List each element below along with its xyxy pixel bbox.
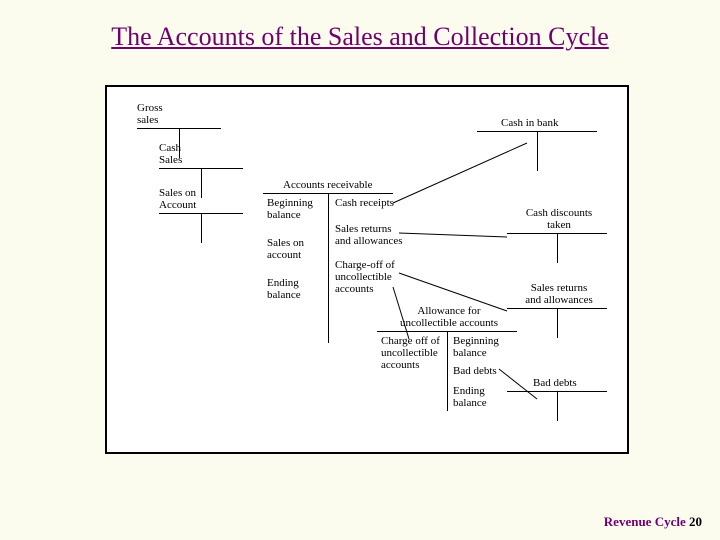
taccount-sra-label: Sales returnsand allowances <box>519 282 599 306</box>
ar-right-sales-returns: Sales returnsand allowances <box>335 223 403 247</box>
ar-right-cash-receipts: Cash receipts <box>335 197 394 209</box>
allowance-left-chargeoff: Charge off ofuncollectibleaccounts <box>381 335 440 371</box>
footer-page: 20 <box>689 514 702 529</box>
taccount-gross-sales-label: Grosssales <box>137 102 163 126</box>
taccount-ar-label: Accounts receivable <box>283 179 372 191</box>
taccount-cash-discounts-label: Cash discountstaken <box>519 207 599 231</box>
allowance-right-bad-debts: Bad debts <box>453 365 497 377</box>
connector-ar-to-cashdisc <box>399 233 507 237</box>
allowance-right-beginning: Beginningbalance <box>453 335 499 359</box>
diagram-frame: Grosssales CashSales Sales onAccount Cas… <box>105 85 629 454</box>
ar-left-beginning-balance: Beginningbalance <box>267 197 313 221</box>
taccount-bad-debts-label: Bad debts <box>533 377 577 389</box>
ar-left-ending-balance: Endingbalance <box>267 277 301 301</box>
page-title: The Accounts of the Sales and Collection… <box>0 22 720 52</box>
allowance-right-ending: Endingbalance <box>453 385 487 409</box>
taccount-cash-sales-stem <box>201 168 202 198</box>
taccount-bad-debts-stem <box>557 391 558 421</box>
taccount-cash-discounts-stem <box>557 233 558 263</box>
ar-left-sales-on-account: Sales onaccount <box>267 237 304 261</box>
taccount-ar-stem <box>328 193 329 343</box>
footer-label: Revenue Cycle <box>604 514 686 529</box>
taccount-cash-sales-label: CashSales <box>159 142 182 166</box>
taccount-allowance-label: Allowance foruncollectible accounts <box>399 305 499 329</box>
taccount-allowance-stem <box>447 331 448 411</box>
connector-ar-to-cashbank <box>393 143 527 203</box>
taccount-sales-on-account-stem <box>201 213 202 243</box>
footer: Revenue Cycle 20 <box>604 514 702 530</box>
taccount-cash-in-bank-stem <box>537 131 538 171</box>
taccount-cash-in-bank-label: Cash in bank <box>501 117 558 129</box>
ar-right-chargeoff: Charge-off ofuncollectibleaccounts <box>335 259 395 295</box>
taccount-sra-stem <box>557 308 558 338</box>
connector-allowance-to-baddebts <box>499 369 537 399</box>
taccount-sales-on-account-label: Sales onAccount <box>159 187 196 211</box>
